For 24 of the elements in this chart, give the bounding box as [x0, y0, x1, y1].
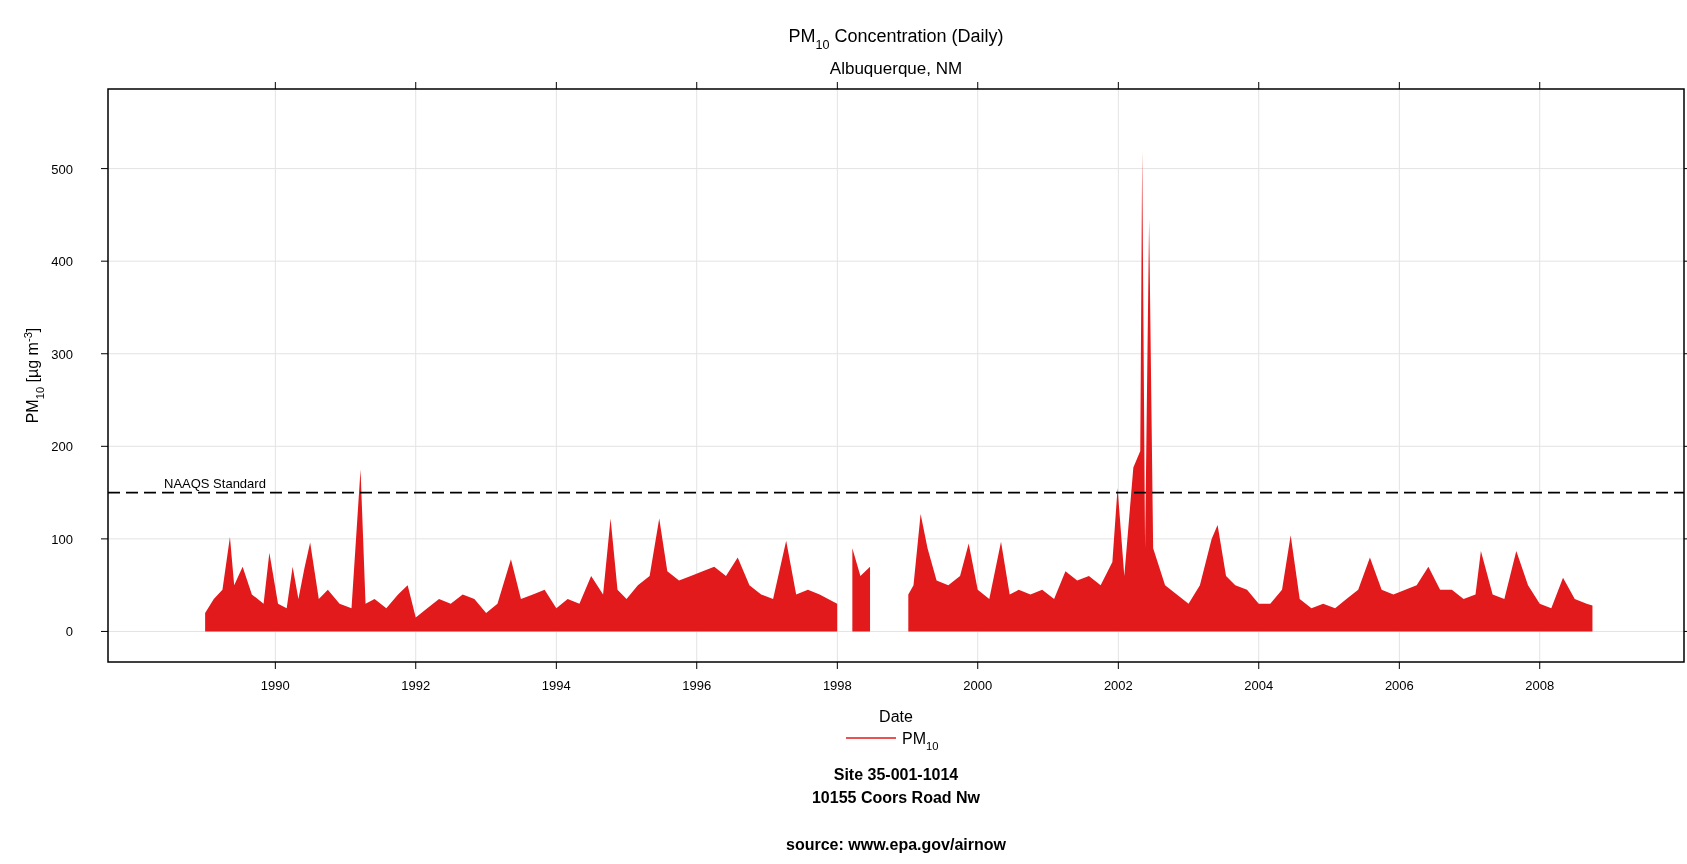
x-tick-label: 1994: [541, 678, 571, 693]
y-tick-label: 500: [51, 161, 73, 177]
y-tick-label: 300: [51, 346, 73, 362]
legend-label: PM$_{10}$: [902, 730, 939, 752]
x-tick-label: 2000: [963, 678, 993, 693]
text: Site 35-001-1014: [833, 766, 959, 783]
text: 10155 Coors Road Nw: [811, 789, 981, 806]
x-tick-label: 2008: [1525, 678, 1555, 693]
x-tick-label: 2006: [1384, 678, 1414, 693]
x-axis-title: Date: [879, 708, 913, 725]
y-tick-label: 400: [51, 254, 73, 270]
x-tick-label: 1992: [401, 678, 431, 693]
y-tick-label: 100: [51, 531, 73, 547]
chart-subtitle: Albuquerque, NM: [829, 59, 963, 78]
x-tick-label: 1996: [682, 678, 712, 693]
chart-title: PM$_{10}$ Concentration (Daily): [788, 26, 1004, 52]
source-note: source: www.epa.gov/airnow: [786, 836, 1007, 853]
x-tick-label: 2004: [1244, 678, 1274, 693]
x-tick-label: 1990: [260, 678, 290, 693]
x-tick-label: 1998: [822, 678, 852, 693]
ref-line-label: NAAQS Standard: [164, 475, 266, 491]
x-tick-label: 2002: [1103, 678, 1133, 693]
y-tick-label: 200: [51, 439, 73, 455]
y-tick-label: 0: [65, 624, 73, 640]
